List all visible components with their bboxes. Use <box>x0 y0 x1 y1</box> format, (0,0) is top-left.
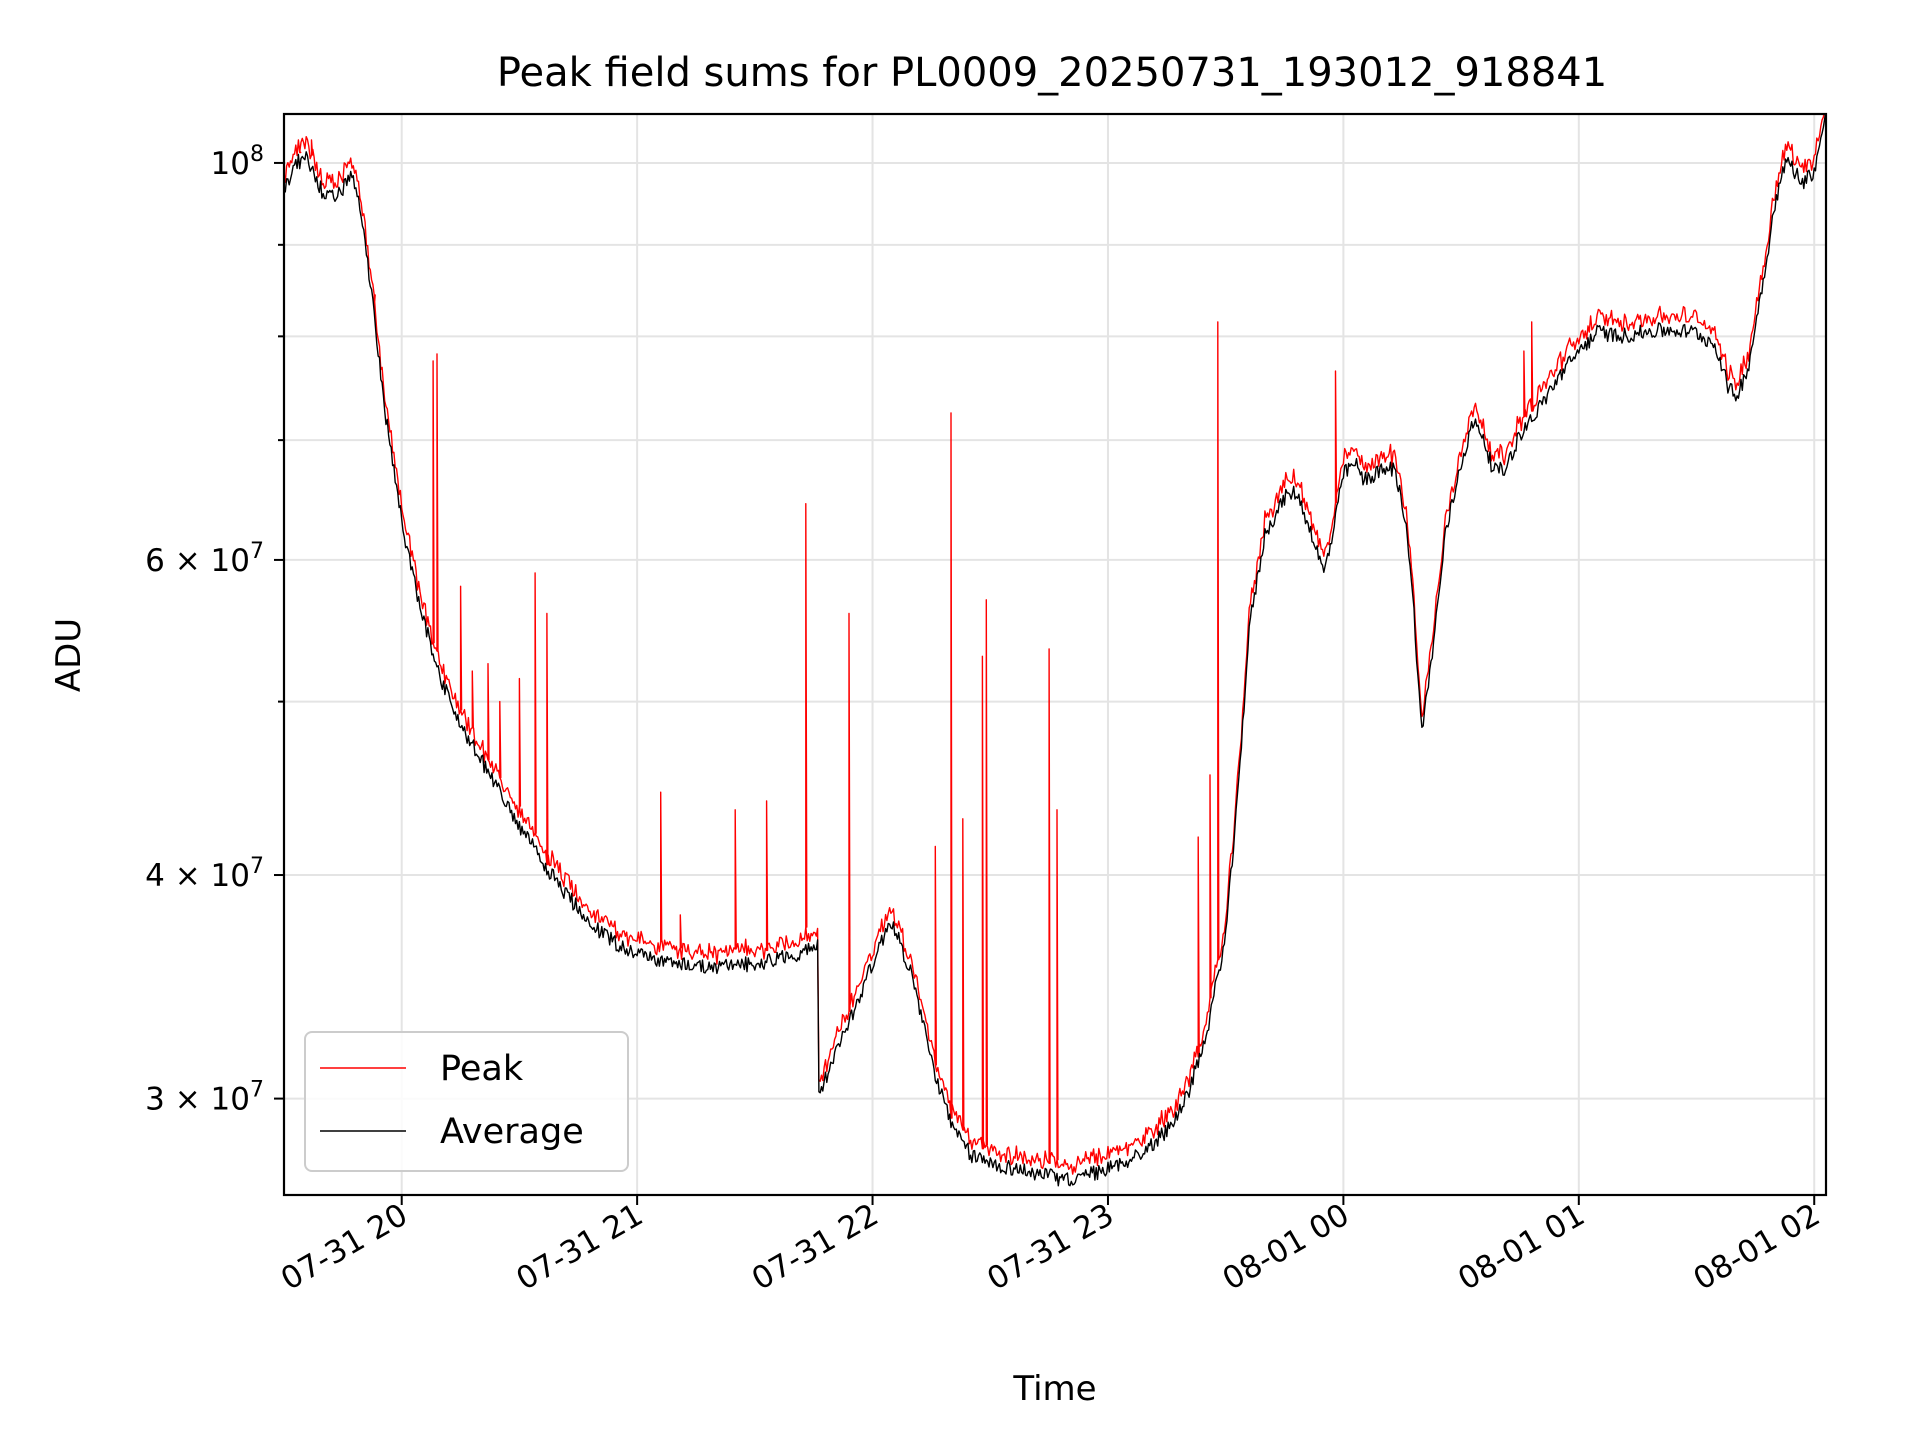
x-axis-label: Time <box>1012 1369 1096 1409</box>
y-tick-label: 6 × 107 <box>145 539 264 579</box>
peak-series-line <box>284 114 1825 1175</box>
series-layer <box>284 114 1826 1187</box>
y-axis-label: ADU <box>49 618 89 692</box>
y-tick-label: 3 × 107 <box>145 1078 264 1118</box>
legend-peak-label: Peak <box>440 1049 524 1089</box>
plot-area-frame <box>282 112 1828 1197</box>
y-tick-label: 4 × 107 <box>145 854 264 894</box>
chart-title: Peak field sums for PL0009_20250731_1930… <box>497 50 1607 96</box>
legend-box <box>304 1031 629 1172</box>
legend: Peak Average <box>304 1031 629 1172</box>
legend-average-label: Average <box>440 1112 584 1152</box>
average-series-line <box>284 114 1826 1187</box>
y-axis-ticks: 3 × 107 4 × 107 6 × 107 108 <box>145 142 284 1118</box>
grid <box>284 114 1826 1195</box>
y-tick-label: 108 <box>211 142 264 182</box>
